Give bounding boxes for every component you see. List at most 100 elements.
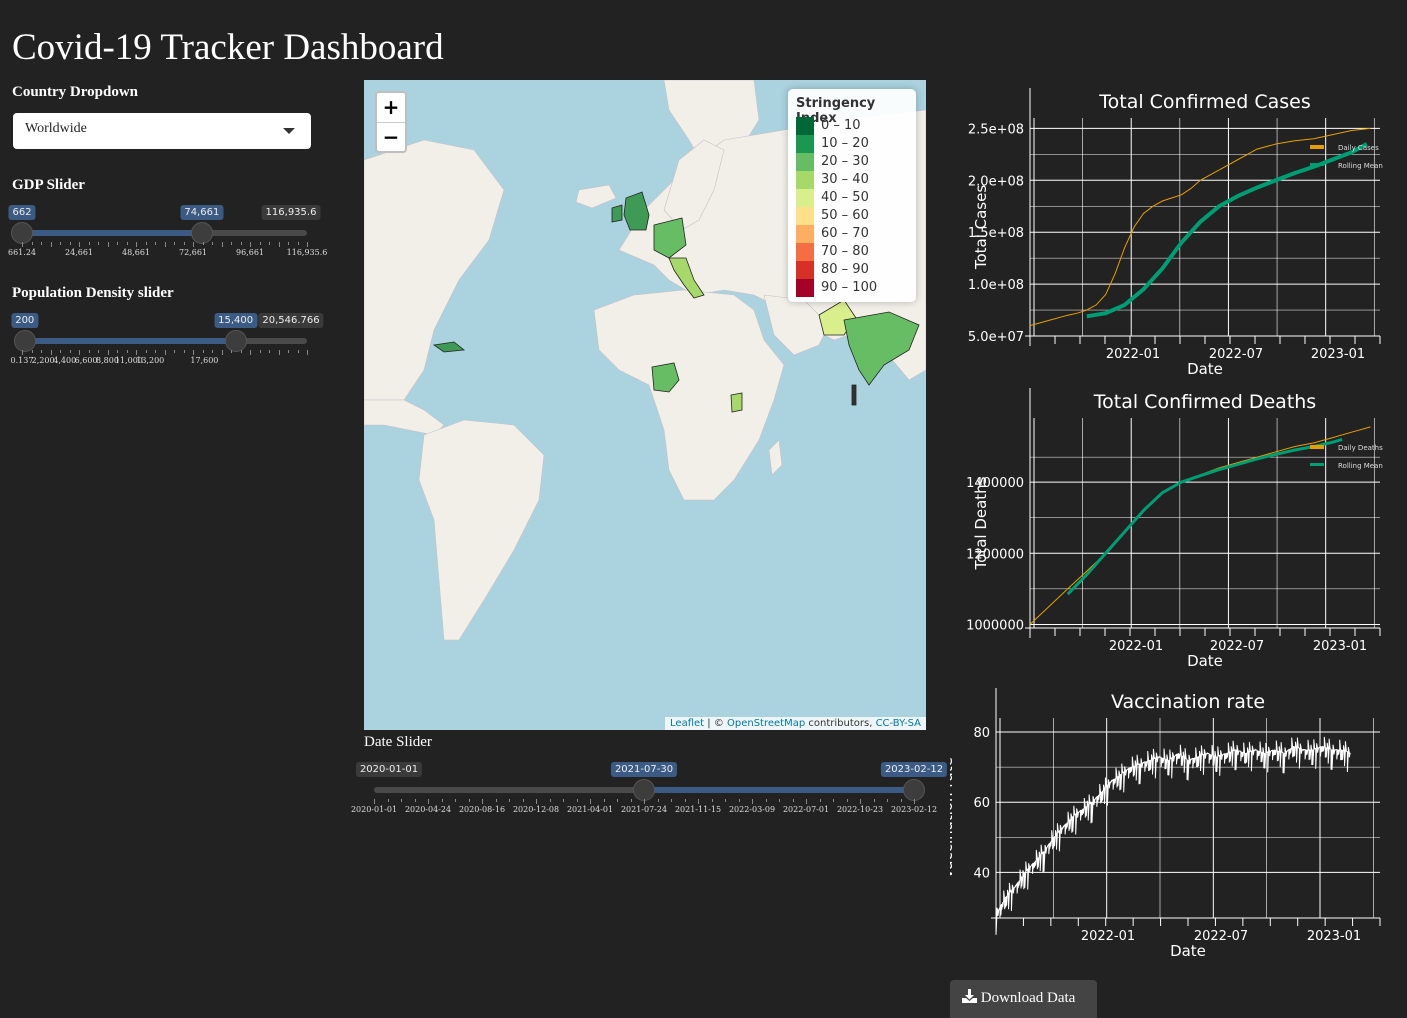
- gdp-tick: [60, 242, 61, 245]
- zoom-out-button[interactable]: −: [382, 125, 400, 149]
- gdp-tick: [126, 242, 128, 245]
- density-tick: [250, 350, 251, 355]
- gdp-tick: [183, 242, 185, 245]
- gdp-tick: [31, 242, 33, 245]
- gdp-tick: [240, 242, 242, 245]
- date-tick: [387, 799, 389, 802]
- density-tick: [107, 350, 109, 355]
- date-tick: [495, 799, 497, 802]
- date-low-handle[interactable]: [633, 779, 655, 801]
- gdp-tick: [117, 242, 118, 245]
- country-dropdown-value: Worldwide: [25, 121, 87, 136]
- density-tick: [221, 350, 223, 355]
- date-tick: [549, 799, 551, 802]
- gdp-tick: [98, 242, 99, 245]
- legend-item-label: 0 – 10: [821, 118, 861, 133]
- zoom-in-button[interactable]: +: [377, 93, 405, 123]
- y-tick-label: 2.0e+08: [968, 174, 1024, 189]
- density-tick: [231, 350, 232, 353]
- gdp-tick-label: 72,661: [179, 248, 207, 257]
- gdp-slider[interactable]: 662 74,661 116,935.6 661.24 24,661 48,661 72,6…: [8, 205, 327, 265]
- legend-item-label: 10 – 20: [821, 136, 869, 151]
- date-tick: [630, 799, 632, 802]
- license-link[interactable]: CC-BY-SA: [875, 718, 921, 729]
- date-tick: [428, 799, 429, 804]
- series-line-0: [1029, 127, 1371, 327]
- density-tick: [22, 350, 23, 355]
- date-tick: [482, 799, 483, 804]
- osm-link[interactable]: OpenStreetMap: [727, 718, 806, 729]
- gdp-tick: [69, 242, 71, 245]
- date-tick: [846, 799, 848, 802]
- date-tick-label: 2020-04-24: [404, 805, 452, 814]
- date-tick-label: 2020-08-16: [458, 805, 506, 814]
- date-tick: [455, 799, 456, 802]
- legend-swatch: [796, 261, 814, 279]
- gdp-tick: [259, 242, 261, 245]
- country-dropdown[interactable]: Worldwide: [13, 113, 311, 149]
- legend-entry: Daily Cases: [1338, 144, 1379, 152]
- legend-swatch: [796, 135, 814, 153]
- x-tick-label: 2023-01: [1311, 347, 1365, 362]
- density-max-value: 20,546.766: [258, 313, 324, 328]
- gdp-tick: [202, 242, 204, 245]
- gdp-tick: [278, 242, 280, 247]
- gdp-tick: [212, 242, 213, 245]
- date-tick: [765, 799, 767, 802]
- legend-item-label: 80 – 90: [821, 262, 869, 277]
- date-high-handle[interactable]: [903, 779, 925, 801]
- gdp-tick: [307, 242, 308, 247]
- legend-item-label: 90 – 100: [821, 280, 878, 295]
- caribbean-shape: [432, 341, 466, 353]
- date-tick: [711, 799, 713, 802]
- caret-down-icon: [283, 128, 295, 134]
- series-line-1: [1066, 437, 1343, 596]
- density-slider[interactable]: 200 15,400 20,546.766 0.137 2,200 4,400 6,600 8…: [11, 313, 324, 373]
- gdp-tick: [88, 242, 90, 245]
- gdp-tick: [79, 242, 80, 247]
- x-tick-label: 2023-01: [1313, 639, 1367, 654]
- y-tick-label: 1200000: [966, 547, 1024, 562]
- gdp-low-handle[interactable]: [11, 222, 33, 244]
- density-tick: [117, 350, 118, 353]
- date-tick: [900, 799, 902, 802]
- iceland-shape: [575, 184, 617, 209]
- legend-key: [1310, 445, 1324, 449]
- date-tick: [590, 799, 591, 804]
- x-tick-label: 2022-07: [1194, 929, 1248, 944]
- gdp-high-handle[interactable]: [190, 222, 213, 244]
- vaccination-chart: Vaccination rate 40 60 80 2022-01 2022-07 2023…: [950, 688, 1381, 960]
- leaflet-link[interactable]: Leaflet: [670, 718, 705, 729]
- density-tick: [50, 350, 52, 355]
- date-tick: [914, 799, 915, 804]
- date-tick-label: 2023-02-12: [890, 805, 938, 814]
- download-button[interactable]: Download Data: [950, 980, 1097, 1018]
- legend-key: [1310, 145, 1324, 149]
- attribution-separator: | ©: [704, 718, 727, 729]
- legend-entry: Daily Deaths: [1338, 444, 1383, 452]
- density-high-handle[interactable]: [224, 330, 247, 352]
- gdp-tick: [269, 242, 270, 245]
- legend-swatch: [796, 171, 814, 189]
- date-tick: [374, 799, 375, 804]
- date-tick: [617, 799, 618, 802]
- date-tick: [536, 799, 537, 804]
- gdp-tick: [107, 242, 109, 247]
- legend-item-label: 50 – 60: [821, 208, 869, 223]
- date-tick-label: 2022-07-01: [782, 805, 830, 814]
- date-slider-label: Date Slider: [364, 734, 432, 750]
- date-min-value: 2020-01-01: [355, 762, 423, 777]
- deaths-chart: Total Confirmed Deaths 1000000 1200000 1400…: [966, 388, 1383, 670]
- date-slider[interactable]: 2020-01-01 2021-07-30 2023-02-12 2020-01-01…: [351, 762, 948, 822]
- gdp-tick-label: 661.24: [8, 248, 36, 257]
- gdp-tick: [221, 242, 223, 247]
- date-tick: [522, 799, 524, 802]
- density-tick-label: 17,600: [190, 356, 219, 365]
- north-america-shape: [364, 139, 505, 401]
- density-tick: [259, 350, 261, 353]
- y-tick-label: 1.0e+08: [968, 278, 1024, 293]
- south-america-shape: [418, 419, 545, 641]
- uk-shape: [623, 191, 650, 231]
- germany-shape: [653, 217, 687, 259]
- density-low-handle[interactable]: [13, 330, 36, 352]
